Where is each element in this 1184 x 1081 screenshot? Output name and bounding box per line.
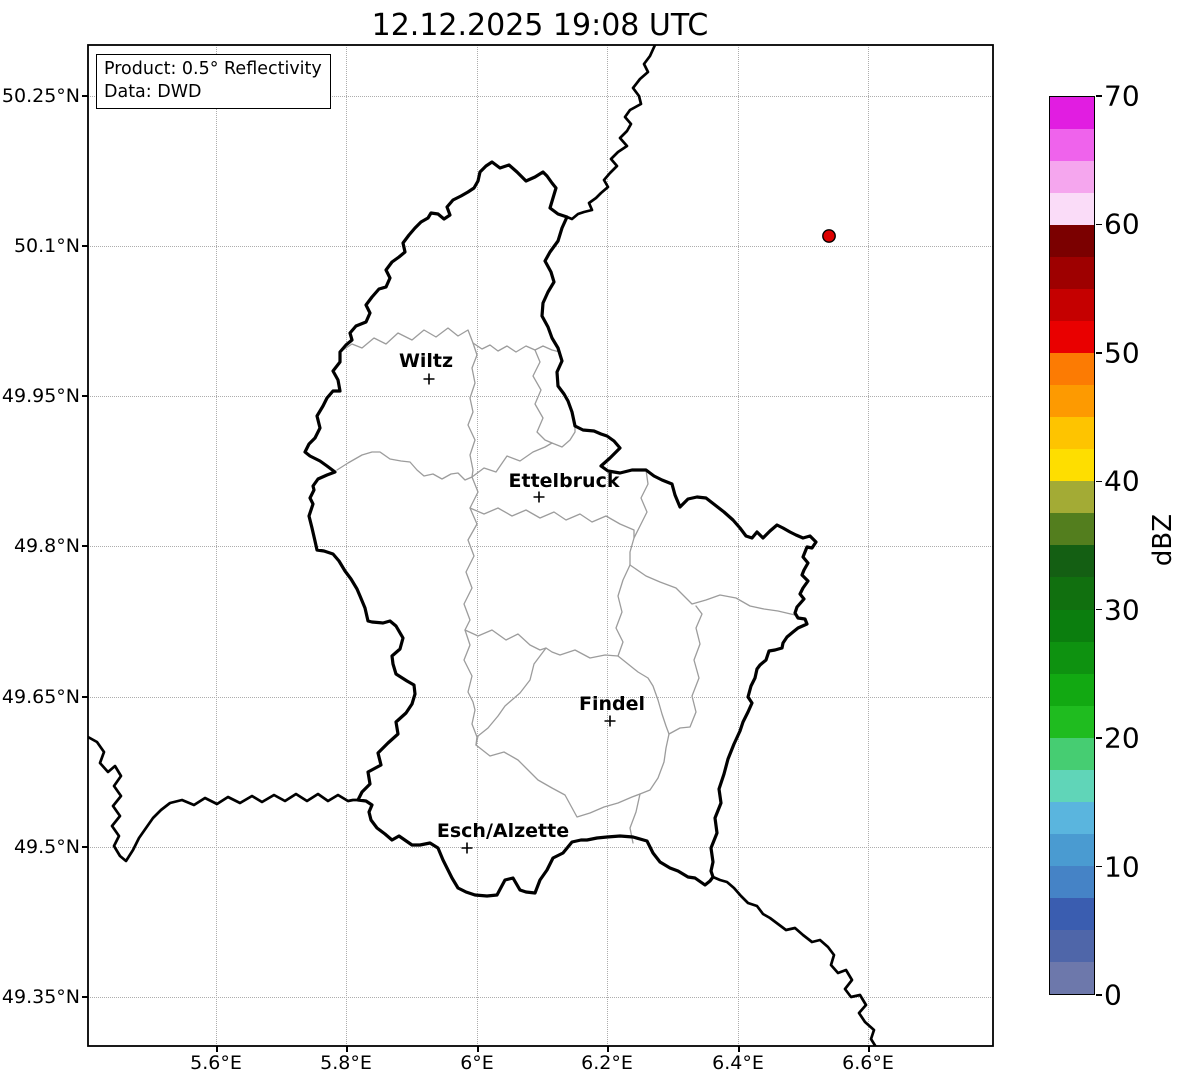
colorbar-tick <box>1096 994 1102 996</box>
colorbar-tick <box>1096 865 1102 868</box>
colorbar-band <box>1050 257 1094 290</box>
city-label: Esch/Alzette <box>436 820 570 842</box>
colorbar-band <box>1050 481 1094 514</box>
city-label: Wiltz <box>398 350 454 372</box>
x-axis-tick <box>477 1046 479 1052</box>
y-axis-tick-label: 50.1°N <box>13 235 80 257</box>
figure-title: 12.12.2025 19:08 UTC <box>371 8 709 43</box>
colorbar-tick-label: 50 <box>1104 336 1140 370</box>
colorbar-band <box>1050 289 1094 322</box>
colorbar-band <box>1050 161 1094 194</box>
colorbar-band <box>1050 961 1094 994</box>
border-luxembourg <box>303 160 818 898</box>
colorbar-band <box>1050 801 1094 834</box>
x-axis-tick-label: 6.4°E <box>712 1052 764 1074</box>
colorbar-band <box>1050 353 1094 386</box>
colorbar-tick <box>1096 608 1102 611</box>
colorbar-band <box>1050 833 1094 866</box>
colorbar-tick-label: 60 <box>1104 207 1140 241</box>
x-axis-tick-label: 5.6°E <box>190 1052 242 1074</box>
y-axis-tick-label: 49.35°N <box>1 986 80 1008</box>
colorbar-band <box>1050 673 1094 706</box>
y-axis-tick-label: 49.8°N <box>13 535 80 557</box>
city-plus-marker <box>461 842 473 854</box>
y-axis-tick <box>82 696 88 698</box>
x-axis-tick <box>738 1046 740 1052</box>
latitude-gridline <box>88 396 993 397</box>
colorbar-band <box>1050 417 1094 450</box>
y-axis-tick-label: 49.65°N <box>1 686 80 708</box>
y-axis-tick <box>82 395 88 397</box>
colorbar-band <box>1050 97 1094 130</box>
colorbar-band <box>1050 225 1094 258</box>
colorbar-unit-label: dBZ <box>1148 513 1178 567</box>
data-source-line: Data: DWD <box>104 82 202 102</box>
x-axis-tick <box>868 1046 870 1052</box>
city-plus-marker <box>533 491 545 503</box>
colorbar-band <box>1050 129 1094 162</box>
colorbar-band <box>1050 513 1094 546</box>
colorbar-tick <box>1096 223 1102 226</box>
colorbar-tick <box>1096 95 1102 97</box>
colorbar-tick-label: 30 <box>1104 593 1140 627</box>
border-france-belgium <box>88 735 360 863</box>
latitude-gridline <box>88 246 993 247</box>
colorbar-band <box>1050 641 1094 674</box>
y-axis-tick-label: 50.25°N <box>1 85 80 107</box>
city-label: Ettelbruck <box>508 470 620 492</box>
colorbar-band <box>1050 193 1094 226</box>
x-axis-tick <box>607 1046 609 1052</box>
x-axis-tick-label: 6°E <box>460 1052 494 1074</box>
colorbar-tick-label: 0 <box>1104 978 1122 1012</box>
reflectivity-colorbar <box>1049 96 1095 995</box>
colorbar-band <box>1050 545 1094 578</box>
colorbar-band <box>1050 897 1094 930</box>
border-belgium-germany <box>565 45 657 221</box>
colorbar-band <box>1050 737 1094 770</box>
colorbar-tick-label: 20 <box>1104 721 1140 755</box>
colorbar-tick <box>1096 480 1102 483</box>
y-axis-tick <box>82 545 88 547</box>
colorbar-band <box>1050 577 1094 610</box>
colorbar-band <box>1050 609 1094 642</box>
x-axis-tick <box>216 1046 218 1052</box>
latitude-gridline <box>88 697 993 698</box>
colorbar-band <box>1050 449 1094 482</box>
y-axis-tick <box>82 996 88 998</box>
radar-echo-dot <box>822 229 836 243</box>
x-axis-tick-label: 6.2°E <box>581 1052 633 1074</box>
city-plus-marker <box>423 373 435 385</box>
colorbar-tick-label: 70 <box>1104 79 1140 113</box>
latitude-gridline <box>88 997 993 998</box>
colorbar-tick <box>1096 352 1102 354</box>
canton-boundaries <box>336 327 796 844</box>
city-label: Findel <box>578 693 646 715</box>
colorbar-tick <box>1096 737 1102 739</box>
colorbar-band <box>1050 769 1094 802</box>
colorbar-band <box>1050 705 1094 738</box>
y-axis-tick-label: 49.5°N <box>13 836 80 858</box>
product-info-box: Product: 0.5° Reflectivity Data: DWD <box>96 54 331 109</box>
colorbar-band <box>1050 865 1094 898</box>
y-axis-tick <box>82 245 88 247</box>
product-line: Product: 0.5° Reflectivity <box>104 59 322 79</box>
y-axis-tick-label: 49.95°N <box>1 385 80 407</box>
latitude-gridline <box>88 546 993 547</box>
x-axis-tick <box>346 1046 348 1052</box>
colorbar-tick-label: 40 <box>1104 464 1140 498</box>
colorbar-band <box>1050 929 1094 962</box>
city-marker-layer <box>423 373 616 854</box>
latitude-gridline <box>88 847 993 848</box>
x-axis-tick-label: 6.6°E <box>842 1052 894 1074</box>
colorbar-band <box>1050 385 1094 418</box>
colorbar-band <box>1050 321 1094 354</box>
y-axis-tick <box>82 846 88 848</box>
y-axis-tick <box>82 95 88 97</box>
x-axis-tick-label: 5.8°E <box>320 1052 372 1074</box>
colorbar-tick-label: 10 <box>1104 850 1140 884</box>
